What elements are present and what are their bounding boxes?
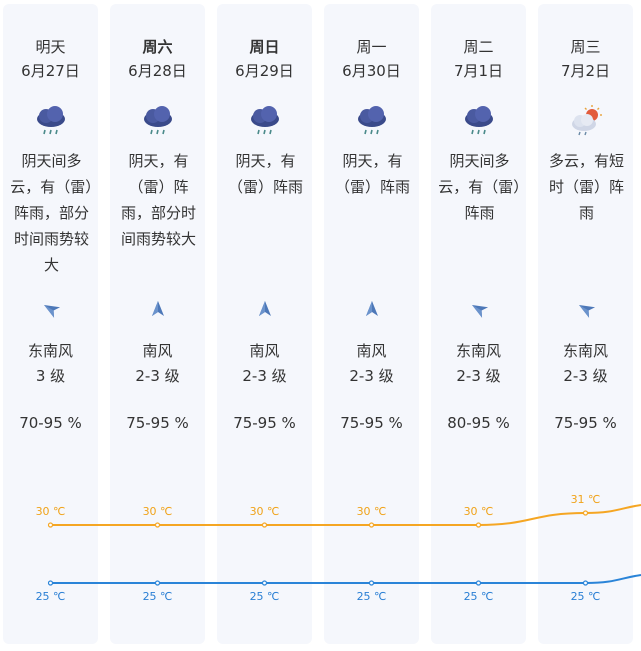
day-date: 6月30日 <box>342 62 401 80</box>
partly-cloudy-thunder-icon <box>571 105 602 136</box>
forecast-day-card: 周三 7月2日多云，有短时（雷）阵雨东南风 2-3 级 75-95 % <box>538 4 633 644</box>
forecast-day-card: 周一 6月30日阴天，有（雷）阵雨南风 2-3 级 75-95 % <box>324 4 419 644</box>
wind-level: 2-3 级 <box>563 367 608 385</box>
thunder-rain-icon <box>143 106 172 135</box>
wind-level: 2-3 级 <box>349 367 394 385</box>
wind-level: 2-3 级 <box>242 367 287 385</box>
humidity: 80-95 % <box>447 414 510 432</box>
day-date: 6月29日 <box>235 62 294 80</box>
thunder-rain-icon <box>36 106 65 135</box>
weather-description: 阴天，有（雷）阵雨 <box>334 152 410 196</box>
weather-description: 阴天，有（雷）阵雨 <box>227 152 303 196</box>
humidity: 70-95 % <box>19 414 82 432</box>
day-name: 周三 <box>570 38 601 56</box>
wind-level: 2-3 级 <box>456 367 501 385</box>
wind-level: 2-3 级 <box>135 367 180 385</box>
wind-direction: 南风 <box>356 342 387 360</box>
day-name: 明天 <box>35 38 66 56</box>
thunder-rain-icon <box>250 106 279 135</box>
wind-arrow-south-icon <box>258 301 271 316</box>
humidity: 75-95 % <box>340 414 403 432</box>
forecast-day-card: 周六 6月28日阴天，有（雷）阵雨，部分时间雨势较大南风 2-3 级 75-95 % <box>110 4 205 644</box>
humidity: 75-95 % <box>233 414 296 432</box>
forecast-day-card: 周二 7月1日阴天间多云，有（雷）阵雨东南风 2-3 级 80-95 % <box>431 4 526 644</box>
weather-description: 阴天间多云，有（雷）阵雨，部分时间雨势较大 <box>10 152 93 274</box>
wind-direction: 南风 <box>142 342 173 360</box>
wind-arrow-south-icon <box>365 301 378 316</box>
weather-description: 阴天间多云，有（雷）阵雨 <box>438 152 521 222</box>
weather-description: 多云，有短时（雷）阵雨 <box>548 152 624 222</box>
wind-direction: 东南风 <box>455 342 501 360</box>
day-name: 周二 <box>463 38 494 56</box>
day-name: 周六 <box>142 38 173 56</box>
wind-direction: 东南风 <box>562 342 608 360</box>
wind-level: 3 级 <box>35 367 66 385</box>
wind-arrow-southeast-icon <box>43 305 60 318</box>
forecast-day-card: 明天 6月27日阴天间多云，有（雷）阵雨，部分时间雨势较大东南风 3 级 70-95 … <box>3 4 98 644</box>
wind-arrow-southeast-icon <box>578 305 595 318</box>
wind-direction: 东南风 <box>27 342 73 360</box>
wind-direction: 南风 <box>249 342 280 360</box>
day-date: 6月28日 <box>128 62 187 80</box>
thunder-rain-icon <box>357 106 386 135</box>
weather-description: 阴天，有（雷）阵雨，部分时间雨势较大 <box>120 152 196 248</box>
day-date: 6月27日 <box>21 62 80 80</box>
wind-arrow-south-icon <box>151 301 164 316</box>
wind-arrow-southeast-icon <box>471 305 488 318</box>
day-date: 7月2日 <box>560 62 611 80</box>
day-name: 周一 <box>356 38 387 56</box>
day-name: 周日 <box>249 38 280 56</box>
humidity: 75-95 % <box>554 414 617 432</box>
forecast-day-card: 周日 6月29日阴天，有（雷）阵雨南风 2-3 级 75-95 % <box>217 4 312 644</box>
humidity: 75-95 % <box>126 414 189 432</box>
day-date: 7月1日 <box>453 62 504 80</box>
thunder-rain-icon <box>464 106 493 135</box>
